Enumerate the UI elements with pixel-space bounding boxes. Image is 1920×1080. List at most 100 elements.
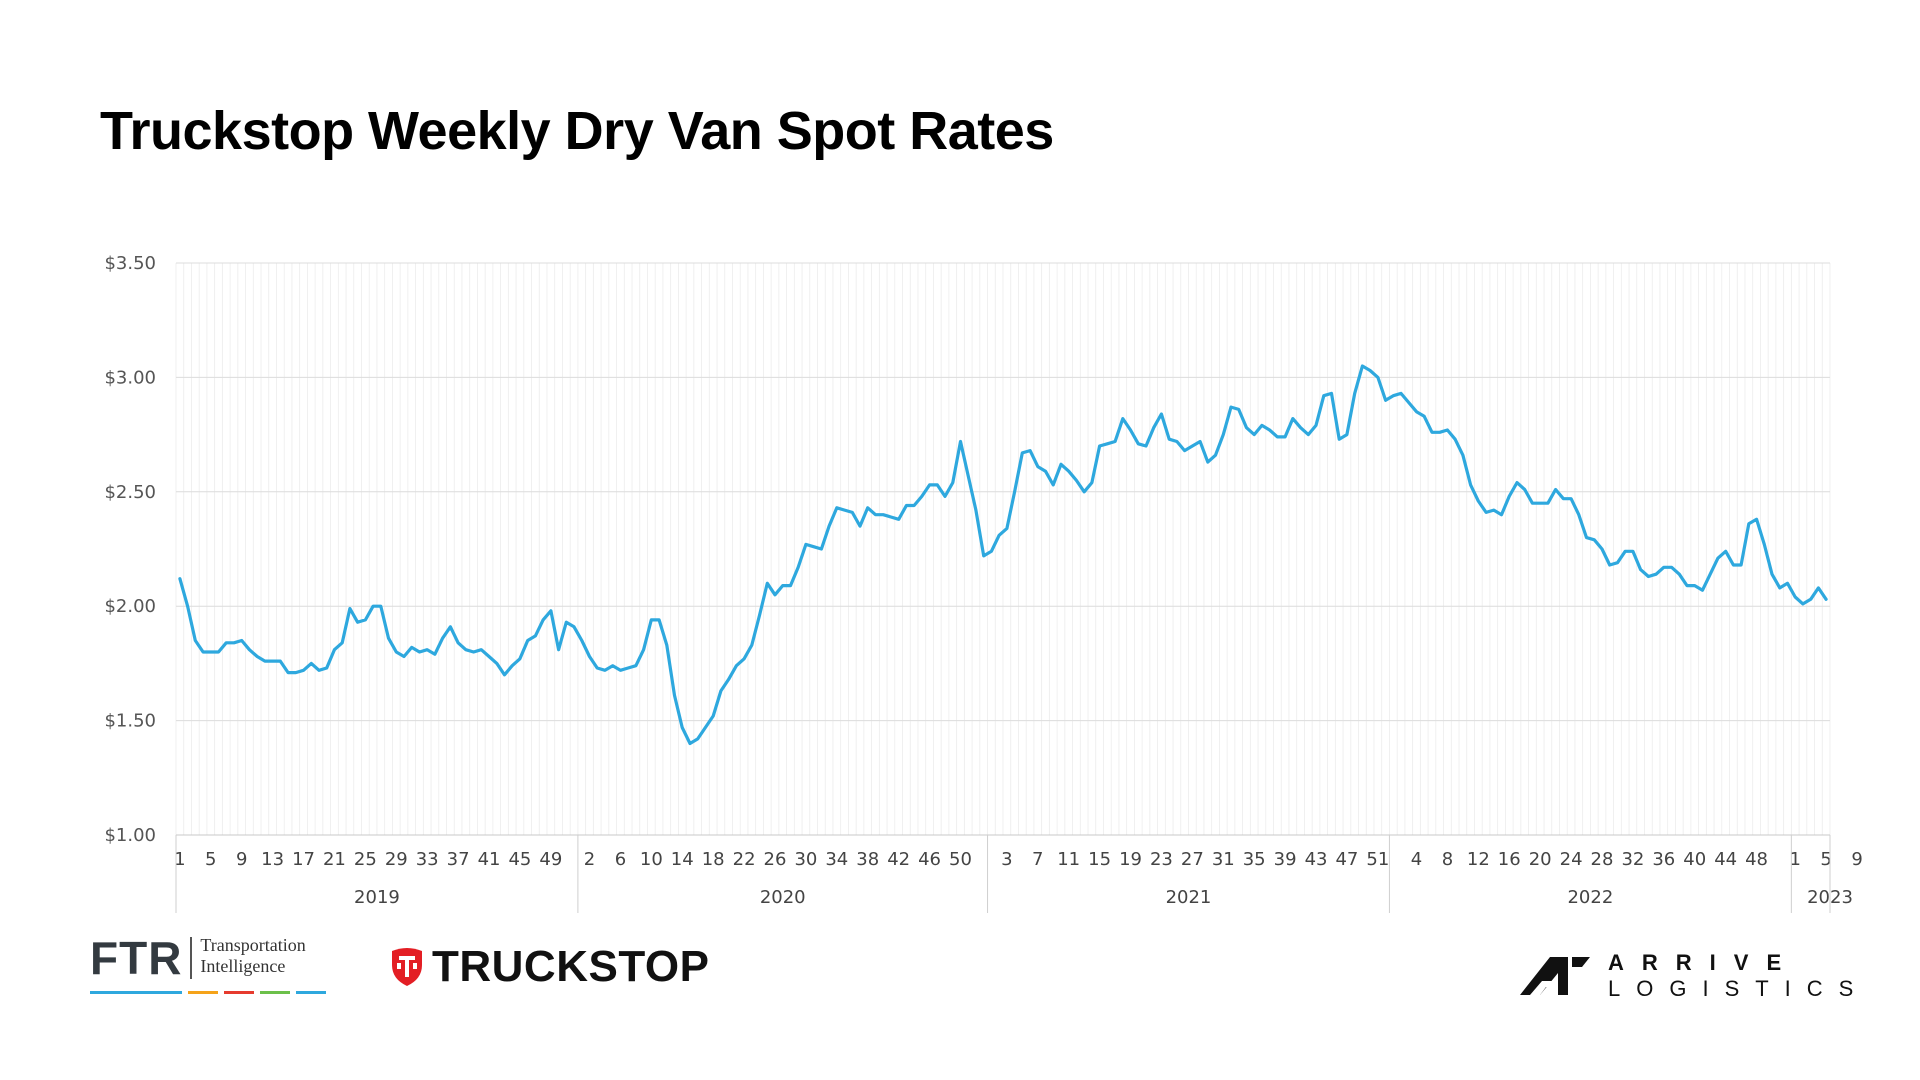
data-point	[1755, 518, 1758, 521]
data-point	[1508, 495, 1511, 498]
data-point	[1423, 415, 1426, 418]
data-point	[1786, 582, 1789, 585]
data-point	[1384, 399, 1387, 402]
data-point	[1485, 511, 1488, 514]
data-point	[735, 664, 738, 667]
x-tick-label: 6	[615, 849, 626, 870]
x-tick-label: 24	[1560, 849, 1583, 870]
x-tick-label: 5	[205, 849, 216, 870]
x-tick-label: 10	[640, 849, 663, 870]
data-point	[750, 644, 753, 647]
data-point	[1477, 499, 1480, 502]
data-point	[1771, 573, 1774, 576]
x-tick-label: 31	[1212, 849, 1235, 870]
data-point	[279, 660, 282, 663]
y-tick-label: $1.50	[104, 711, 156, 732]
data-point	[1044, 470, 1047, 473]
data-point	[1152, 426, 1155, 429]
logistics-wordmark: LOGISTICS	[1608, 976, 1870, 1001]
data-point	[843, 509, 846, 512]
data-point	[1013, 490, 1016, 493]
data-point	[1369, 369, 1372, 372]
data-point	[287, 671, 290, 674]
x-tick-label: 37	[447, 849, 470, 870]
data-point	[743, 657, 746, 660]
data-point	[1361, 364, 1364, 367]
x-tick-label: 38	[856, 849, 879, 870]
data-point	[1214, 454, 1217, 457]
truckstop-logo: TRUCKSTOP	[390, 942, 709, 992]
data-point	[758, 614, 761, 617]
data-point	[271, 660, 274, 663]
data-point	[418, 650, 421, 653]
data-point	[634, 664, 637, 667]
x-tick-label: 41	[478, 849, 501, 870]
x-tick-label: 15	[1088, 849, 1111, 870]
x-tick-label: 9	[236, 849, 247, 870]
data-point	[1376, 376, 1379, 379]
data-point	[982, 554, 985, 557]
data-point	[403, 655, 406, 658]
x-tick-label: 36	[1652, 849, 1675, 870]
data-point	[1338, 438, 1341, 441]
data-point	[1114, 440, 1117, 443]
data-point	[990, 550, 993, 553]
data-point	[348, 607, 351, 610]
data-point	[1763, 543, 1766, 546]
data-point	[1284, 435, 1287, 438]
data-point	[449, 625, 452, 628]
arrive-logistics-logo: ARRIVE LOGISTICS	[1520, 950, 1869, 1002]
data-point	[557, 648, 560, 651]
data-point	[665, 644, 668, 647]
year-label: 2020	[760, 887, 806, 908]
data-point	[457, 641, 460, 644]
data-point	[518, 657, 521, 660]
data-point	[1670, 566, 1673, 569]
data-point	[1315, 424, 1318, 427]
data-point	[1245, 426, 1248, 429]
x-tick-label: 29	[385, 849, 408, 870]
data-point	[1446, 429, 1449, 432]
data-point	[178, 577, 181, 580]
data-point	[959, 440, 962, 443]
x-tick-label: 2	[584, 849, 595, 870]
data-point	[828, 525, 831, 528]
data-point	[534, 634, 537, 637]
data-point	[658, 618, 661, 621]
arrive-logo-mark-icon	[1520, 957, 1590, 995]
x-tick-label: 14	[671, 849, 694, 870]
data-point	[1183, 449, 1186, 452]
data-point	[1794, 596, 1797, 599]
data-point	[944, 495, 947, 498]
data-point	[1740, 564, 1743, 567]
x-tick-label: 3	[1001, 849, 1012, 870]
x-tick-label: 46	[918, 849, 941, 870]
data-point	[1160, 413, 1163, 416]
data-point	[1577, 513, 1580, 516]
data-point	[294, 671, 297, 674]
data-point	[511, 664, 514, 667]
data-point	[480, 648, 483, 651]
x-tick-label: 28	[1591, 849, 1614, 870]
x-tick-label: 47	[1335, 849, 1358, 870]
data-point	[696, 737, 699, 740]
ftr-color-bar	[188, 991, 218, 994]
data-point	[325, 666, 328, 669]
year-label: 2021	[1166, 887, 1212, 908]
data-point	[1268, 429, 1271, 432]
data-point	[356, 621, 359, 624]
data-point	[1631, 550, 1634, 553]
data-point	[627, 666, 630, 669]
data-point	[1083, 490, 1086, 493]
x-tick-label: 8	[1442, 849, 1453, 870]
ftr-color-bar	[296, 991, 326, 994]
data-point	[580, 639, 583, 642]
data-point	[1067, 470, 1070, 473]
data-point	[998, 534, 1001, 537]
data-point	[1647, 575, 1650, 578]
ftr-logo: FTR Transportation Intelligence	[90, 935, 326, 994]
data-point	[928, 483, 931, 486]
data-point	[1230, 406, 1233, 409]
data-point	[603, 669, 606, 672]
ftr-logo-color-bars	[90, 991, 326, 994]
